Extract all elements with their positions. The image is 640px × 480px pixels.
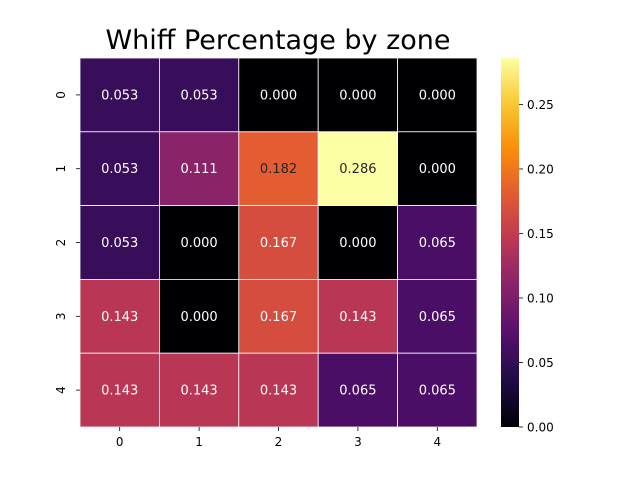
cell-label: 0.143 bbox=[260, 384, 297, 399]
cell-label: 0.111 bbox=[180, 162, 217, 177]
colorbar-tick-label: 0.20 bbox=[527, 162, 554, 176]
x-tick-label: 3 bbox=[354, 435, 362, 449]
x-tick-label: 0 bbox=[116, 435, 124, 449]
heatmap-cells: 0.053 0.053 0.000 0.000 0.000 0.053 0.111 0.182… bbox=[79, 57, 478, 428]
colorbar-tick-label: 0.05 bbox=[527, 356, 554, 370]
x-tick-label: 2 bbox=[275, 435, 283, 449]
y-tick-label: 1 bbox=[54, 165, 68, 173]
cell-label: 0.053 bbox=[101, 162, 138, 177]
colorbar-tick-label: 0.10 bbox=[527, 291, 554, 305]
heatmap-cell bbox=[238, 131, 319, 207]
heatmap-cell bbox=[79, 57, 160, 133]
colorbar-tick-label: 0.00 bbox=[527, 421, 554, 435]
heatmap-cell bbox=[238, 57, 319, 133]
cell-label: 0.286 bbox=[339, 162, 376, 177]
heatmap-cell bbox=[397, 278, 478, 354]
heatmap-cell bbox=[158, 352, 240, 428]
cell-label: 0.143 bbox=[101, 384, 138, 399]
heatmap-cell bbox=[397, 131, 478, 207]
cell-label: 0.053 bbox=[180, 88, 217, 103]
cell-label: 0.143 bbox=[180, 384, 217, 399]
cell-label: 0.065 bbox=[419, 310, 456, 325]
cell-label: 0.000 bbox=[260, 88, 297, 103]
heatmap-cell bbox=[397, 57, 478, 133]
heatmap-cell bbox=[317, 57, 399, 133]
heatmap-cell bbox=[158, 205, 240, 280]
heatmap-cell bbox=[158, 57, 240, 133]
heatmap-cell bbox=[79, 131, 160, 207]
cell-label: 0.053 bbox=[101, 236, 138, 251]
heatmap-cell bbox=[397, 205, 478, 280]
x-axis: 0 1 2 3 4 bbox=[116, 427, 441, 449]
chart-title: Whiff Percentage by zone bbox=[105, 25, 450, 56]
y-tick-label: 0 bbox=[54, 91, 68, 99]
heatmap-cell bbox=[238, 205, 319, 280]
cell-label: 0.000 bbox=[180, 236, 217, 251]
cell-label: 0.065 bbox=[419, 236, 456, 251]
cell-label: 0.000 bbox=[419, 162, 456, 177]
cell-label: 0.000 bbox=[419, 88, 456, 103]
heatmap-cell bbox=[79, 352, 160, 428]
cell-label: 0.053 bbox=[101, 88, 138, 103]
cell-label: 0.182 bbox=[260, 162, 297, 177]
y-axis: 0 1 2 3 4 bbox=[54, 91, 80, 394]
x-tick-label: 1 bbox=[195, 435, 203, 449]
colorbar: 0.00 0.05 0.10 0.15 0.20 0.25 bbox=[501, 58, 554, 435]
colorbar-tick-label: 0.25 bbox=[527, 98, 554, 112]
cell-label: 0.065 bbox=[419, 384, 456, 399]
y-tick-label: 4 bbox=[54, 386, 68, 394]
cell-label: 0.143 bbox=[101, 310, 138, 325]
heatmap-cell bbox=[317, 205, 399, 280]
y-tick-label: 2 bbox=[54, 239, 68, 247]
cell-label: 0.065 bbox=[339, 384, 376, 399]
heatmap-cell bbox=[397, 352, 478, 428]
colorbar-gradient bbox=[501, 58, 519, 427]
heatmap-cell bbox=[317, 278, 399, 354]
x-tick-label: 4 bbox=[433, 435, 441, 449]
heatmap-cell bbox=[158, 278, 240, 354]
colorbar-tick-label: 0.15 bbox=[527, 227, 554, 241]
y-tick-label: 3 bbox=[54, 312, 68, 320]
cell-label: 0.167 bbox=[260, 236, 297, 251]
heatmap-cell bbox=[238, 278, 319, 354]
cell-label: 0.167 bbox=[260, 310, 297, 325]
cell-label: 0.000 bbox=[339, 236, 376, 251]
cell-label: 0.143 bbox=[339, 310, 376, 325]
cell-label: 0.000 bbox=[339, 88, 376, 103]
cell-label: 0.000 bbox=[180, 310, 217, 325]
heatmap-cell bbox=[238, 352, 319, 428]
